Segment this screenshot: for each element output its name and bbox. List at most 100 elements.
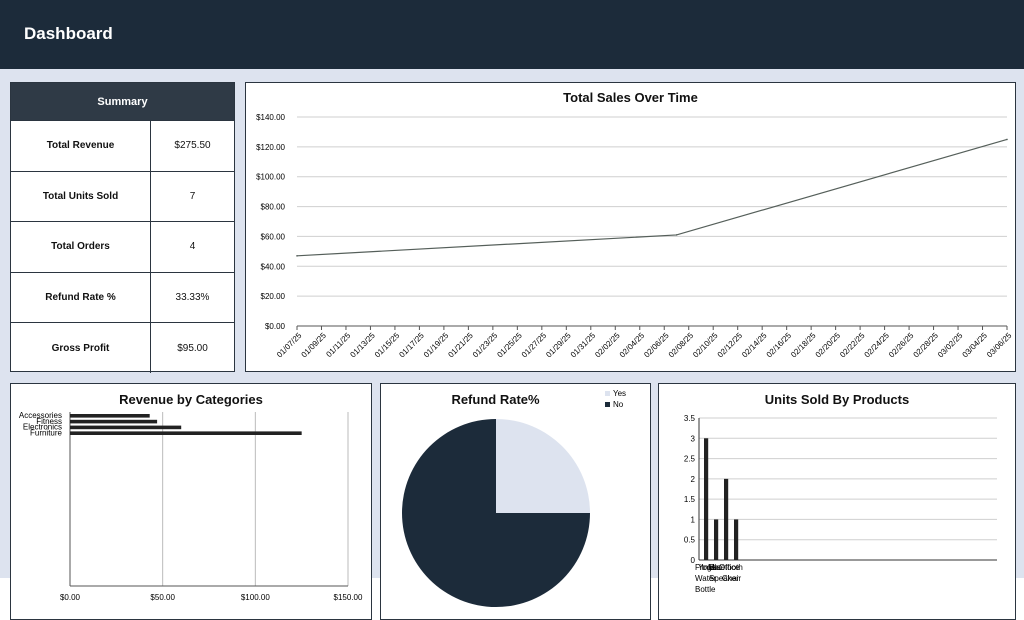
category-label: Fitness — [36, 417, 62, 426]
data-point — [296, 255, 298, 257]
category-label: Yoga — [698, 563, 717, 572]
bar — [734, 519, 739, 560]
bar — [70, 425, 182, 430]
y-tick-label: $40.00 — [261, 262, 286, 271]
category-label: Furniture — [30, 428, 63, 437]
bar — [70, 419, 158, 424]
summary-value: 4 — [189, 241, 196, 253]
sales-line-chart: $0.00 $20.00 $40.00 $60.00 $80.00 $100.00 $120… — [256, 113, 1014, 360]
page-title: Dashboard — [24, 24, 113, 43]
x-tick-label: 02/22/25 — [838, 331, 867, 360]
x-tick-label: 03/04/25 — [961, 331, 990, 360]
summary-value: 7 — [189, 190, 196, 202]
sales-line — [296, 138, 1008, 257]
x-tick-label: 03/06/25 — [985, 331, 1014, 360]
summary-label: Total Orders — [11, 222, 151, 272]
pie-slice — [496, 419, 590, 513]
x-tick-label: 02/10/25 — [691, 331, 720, 360]
legend-swatch — [605, 391, 610, 396]
bar — [704, 438, 709, 560]
data-point — [675, 234, 678, 236]
chart-title: Total Sales Over Time — [563, 90, 698, 105]
category-label: Chair — [722, 574, 741, 583]
y-tick-label: $60.00 — [261, 232, 286, 241]
x-tick-label: 01/19/25 — [422, 331, 451, 360]
category-label: Fitness — [695, 563, 721, 572]
x-tick-label: 02/12/25 — [716, 331, 745, 360]
x-tick-label: 02/14/25 — [740, 331, 769, 360]
category-label: Accessories — [19, 411, 62, 420]
y-tick-label: 3.5 — [684, 414, 696, 423]
refund-chart-panel: Refund Rate% Yes No — [380, 383, 651, 620]
y-tick-label: $120.00 — [256, 143, 285, 152]
x-tick-label: 02/04/25 — [618, 331, 647, 360]
summary-label: Total Revenue — [11, 121, 151, 171]
x-tick-label: 01/09/25 — [300, 331, 329, 360]
units-bar-chart: 0 0.5 1 1.5 2 2.5 3 3.5 Fitness Water Bottle YogaMa… — [684, 414, 997, 594]
legend-swatch — [605, 402, 610, 407]
y-tick-label: 1 — [691, 515, 696, 524]
category-bar-chart: $0.00 $50.00 $100.00 $150.00 AccessoriesFitn… — [19, 411, 363, 602]
y-tick-label: $20.00 — [261, 292, 286, 301]
x-tick-label: $150.00 — [334, 593, 363, 602]
category-label: Bottle — [695, 585, 716, 594]
legend-label: Yes — [613, 389, 626, 398]
x-tick-label: 01/25/25 — [495, 331, 524, 360]
units-chart-panel: Units Sold By Products 0 0.5 1 1.5 2 2.5 3 3.5 F… — [658, 383, 1016, 620]
x-tick-label: 02/20/25 — [814, 331, 843, 360]
x-tick-label: 01/31/25 — [569, 331, 598, 360]
category-label: Mat — [708, 563, 722, 572]
y-tick-label: $80.00 — [261, 203, 286, 212]
x-tick-label: 02/18/25 — [789, 331, 818, 360]
summary-value: 33.33% — [175, 292, 210, 304]
x-tick-label: 02/08/25 — [667, 331, 696, 360]
x-tick-label: 01/17/25 — [397, 331, 426, 360]
chart-title: Revenue by Categories — [119, 392, 263, 407]
bar — [70, 431, 302, 435]
y-tick-label: 0 — [691, 556, 696, 565]
x-tick-label: 03/02/25 — [936, 331, 965, 360]
x-tick-label: 01/27/25 — [520, 331, 549, 360]
x-tick-label: 02/06/25 — [642, 331, 671, 360]
summary-label: Total Units Sold — [11, 171, 151, 222]
summary-value: $95.00 — [177, 342, 208, 354]
x-tick-label: $100.00 — [241, 593, 270, 602]
x-tick-label: 01/13/25 — [348, 331, 377, 360]
x-tick-label: 01/11/25 — [324, 331, 352, 359]
bar — [724, 478, 729, 560]
legend-label: No — [613, 400, 624, 409]
y-tick-label: $140.00 — [256, 113, 285, 122]
x-tick-label: 02/28/25 — [912, 331, 941, 360]
sales-chart-panel: Total Sales Over Time $0.00 $20.00 $40.00 $… — [245, 82, 1016, 372]
summary-value: $275.50 — [174, 140, 211, 152]
header-bar: Dashboard — [0, 0, 1024, 69]
category-label: Office — [719, 563, 740, 572]
summary-row: Total Orders 4 — [11, 221, 234, 272]
category-label: Water — [695, 574, 716, 583]
x-tick-label: 02/16/25 — [765, 331, 794, 360]
summary-label: Refund Rate % — [11, 272, 151, 323]
data-point — [1006, 138, 1008, 141]
x-tick-label: $50.00 — [150, 593, 175, 602]
bar — [70, 414, 150, 418]
y-tick-label: $0.00 — [265, 322, 286, 331]
y-tick-label: 1.5 — [684, 495, 696, 504]
x-tick-label: 01/29/25 — [544, 331, 573, 360]
x-tick-label: 01/23/25 — [471, 331, 500, 360]
x-tick-label: 01/15/25 — [373, 331, 402, 360]
x-tick-label: 01/21/25 — [446, 331, 475, 360]
y-tick-label: 0.5 — [684, 536, 696, 545]
summary-row: Gross Profit $95.00 — [11, 322, 234, 373]
pie-slice — [402, 419, 590, 607]
category-label: Bluetooth — [709, 563, 743, 572]
chart-title: Refund Rate% — [451, 392, 540, 407]
x-tick-label: $0.00 — [60, 593, 81, 602]
x-tick-label: 02/24/25 — [863, 331, 892, 360]
x-tick-label: 01/07/25 — [275, 331, 304, 360]
y-tick-label: 2 — [691, 475, 696, 484]
summary-row: Refund Rate % 33.33% — [11, 271, 234, 323]
x-tick-label: 02/02/25 — [593, 331, 622, 360]
summary-row: Total Units Sold 7 — [11, 170, 234, 222]
category-label: Speaker — [709, 574, 739, 583]
category-label: Electronics — [23, 423, 62, 432]
